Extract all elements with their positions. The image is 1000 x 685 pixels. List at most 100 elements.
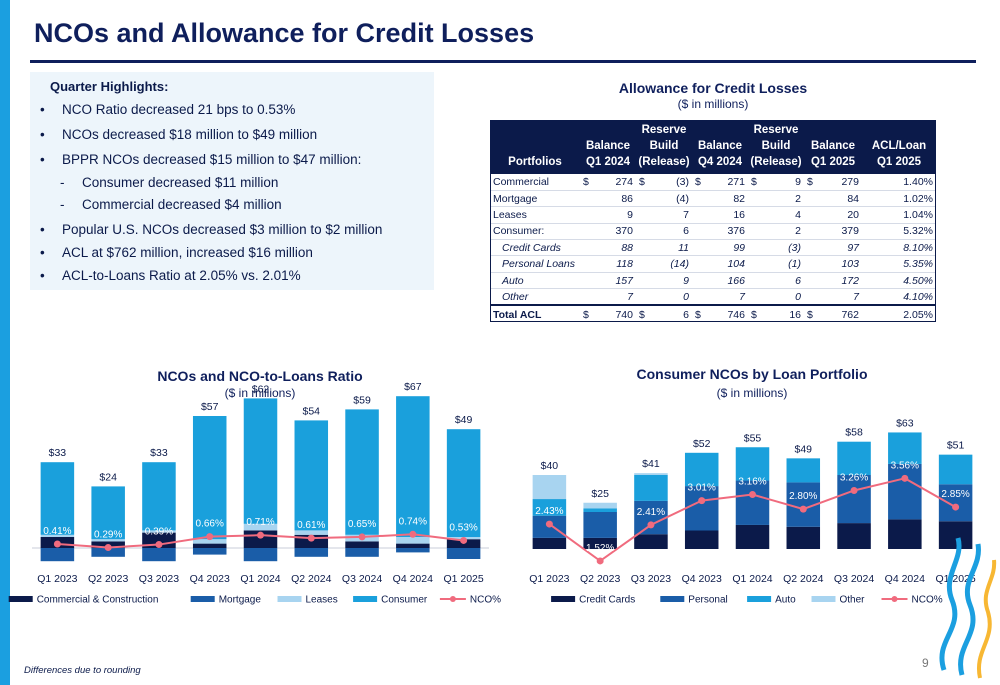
acl-table: Portfolios Balance Q1 2024 Reserve Build (Rel… bbox=[490, 120, 936, 324]
acl-column-header-line: Balance bbox=[585, 140, 631, 152]
acl-cell-value: 9 bbox=[683, 274, 689, 287]
bar-segment bbox=[142, 462, 176, 531]
legend-swatch bbox=[8, 596, 33, 602]
bullet-icon: • bbox=[40, 268, 45, 283]
bar-segment bbox=[684, 486, 719, 531]
quarter-highlights-panel: Quarter Highlights: • NCO Ratio decreased… bbox=[30, 72, 434, 290]
acl-cell: 97 bbox=[804, 239, 862, 257]
nco-ratio-label: 1.52% bbox=[586, 543, 614, 554]
bar-segment bbox=[142, 548, 176, 562]
dollar-sign: $ bbox=[583, 308, 589, 321]
page-number: 9 bbox=[922, 656, 929, 670]
acl-cell-value: 379 bbox=[841, 225, 859, 238]
bar-segment bbox=[634, 475, 668, 501]
acl-cell-value: 8.10% bbox=[903, 241, 933, 254]
bar-segment bbox=[396, 396, 430, 537]
acl-cell-value: 97 bbox=[847, 241, 859, 254]
nco-ratio-label: 0.61% bbox=[297, 520, 325, 531]
dollar-sign: $ bbox=[751, 175, 757, 188]
bar-segment bbox=[396, 548, 430, 553]
bar-total-label: $62 bbox=[252, 383, 270, 395]
bar-segment bbox=[837, 523, 871, 549]
acl-row-label: Personal Loans bbox=[490, 255, 580, 273]
acl-cell: 11 bbox=[636, 239, 692, 257]
nco-ratio-label: 3.26% bbox=[840, 472, 868, 483]
consumer-chart-subtitle: ($ in millions) bbox=[716, 386, 788, 400]
acl-cell-value: 274 bbox=[615, 175, 633, 188]
x-tick-label: Q2 2024 bbox=[291, 573, 331, 585]
bar-total-label: $51 bbox=[947, 440, 965, 452]
nco-ratio-point bbox=[749, 491, 756, 499]
bar-segment bbox=[192, 539, 227, 544]
acl-cell: 379 bbox=[804, 223, 862, 241]
acl-column-header: ACL/Loan Q1 2025 bbox=[862, 120, 936, 174]
acl-column-header-line: Q4 2024 bbox=[697, 156, 743, 168]
nco-ratio-point bbox=[596, 557, 604, 565]
nco-ratio-label: 0.53% bbox=[449, 522, 477, 533]
acl-cell-value: 104 bbox=[727, 258, 745, 271]
acl-column-header-line: (Release) bbox=[750, 156, 802, 168]
nco-ratio-point bbox=[358, 533, 366, 541]
bar-segment bbox=[837, 441, 871, 475]
acl-cell-value: 762 bbox=[841, 308, 859, 321]
bar-segment bbox=[532, 499, 567, 516]
acl-cell-value: 5.35% bbox=[903, 258, 933, 271]
nco-ratio-point bbox=[952, 503, 960, 511]
legend-swatch bbox=[277, 596, 302, 602]
acl-cell-value: 172 bbox=[841, 274, 859, 287]
bar-segment bbox=[735, 524, 770, 549]
acl-cell-value: 86 bbox=[621, 192, 633, 205]
highlight-text: Commercial decreased $4 million bbox=[82, 197, 282, 212]
acl-cell-value: (3) bbox=[788, 241, 801, 254]
acl-table-header: Portfolios Balance Q1 2024 Reserve Build (Rel… bbox=[490, 120, 936, 174]
bar-total-label: $49 bbox=[795, 443, 813, 455]
acl-cell-value: 118 bbox=[616, 258, 633, 271]
nco-ratio-label: 0.66% bbox=[196, 519, 224, 530]
acl-cell-value: (1) bbox=[788, 258, 801, 271]
bar-segment bbox=[837, 475, 871, 524]
nco-ratio-point bbox=[698, 497, 706, 505]
bar-segment bbox=[294, 420, 329, 531]
acl-cell: $274 bbox=[580, 174, 636, 191]
brand-logo-icon bbox=[939, 537, 997, 679]
nco-ratio-label: 2.43% bbox=[535, 506, 563, 517]
bullet-icon: • bbox=[40, 245, 45, 260]
acl-cell-value: 6 bbox=[683, 225, 689, 238]
nco-ratio-label: 0.71% bbox=[246, 517, 274, 528]
bar-total-label: $55 bbox=[744, 432, 762, 444]
acl-column-header-line: Q1 2025 bbox=[810, 156, 856, 168]
acl-cell: 9 bbox=[580, 206, 636, 224]
bar-segment bbox=[192, 416, 227, 540]
acl-cell-value: 740 bbox=[615, 308, 633, 321]
acl-cell-value: 2 bbox=[795, 192, 801, 205]
acl-cell: 88 bbox=[580, 239, 636, 257]
bar-total-label: $25 bbox=[591, 488, 609, 500]
nco-ratio-point bbox=[104, 543, 112, 551]
nco-ratio-label: 0.29% bbox=[94, 529, 122, 540]
acl-row-label: Mortgage bbox=[490, 190, 580, 208]
acl-cell: $16 bbox=[748, 304, 804, 324]
x-tick-label: Q1 2025 bbox=[443, 573, 483, 585]
acl-cell-value: 11 bbox=[678, 241, 689, 254]
bar-segment bbox=[243, 398, 278, 524]
highlight-item: • Popular U.S. NCOs decreased $3 million … bbox=[40, 222, 382, 237]
acl-cell: 6 bbox=[748, 272, 804, 290]
legend-swatch bbox=[551, 596, 576, 602]
table-row: Other 7 0 7 0 7 4.10% bbox=[490, 288, 936, 306]
highlight-text: NCO Ratio decreased 21 bps to 0.53% bbox=[62, 102, 296, 117]
dollar-sign: $ bbox=[807, 175, 813, 188]
nco-ratio-label: 3.16% bbox=[738, 477, 766, 488]
acl-cell: 103 bbox=[804, 255, 862, 273]
acl-cell-value: 20 bbox=[847, 208, 859, 221]
acl-cell: 82 bbox=[692, 190, 748, 208]
bar-segment bbox=[583, 537, 617, 549]
bar-segment bbox=[192, 548, 227, 555]
acl-column-header-line: Build bbox=[649, 140, 679, 152]
acl-cell: $271 bbox=[692, 174, 748, 191]
bar-total-label: $40 bbox=[541, 460, 559, 472]
acl-cell-value: 82 bbox=[733, 192, 745, 205]
table-row: Consumer: 370 6 376 2 379 5.32% bbox=[490, 223, 936, 241]
acl-cell: 7 bbox=[636, 206, 692, 224]
dollar-sign: $ bbox=[807, 308, 813, 321]
legend-swatch bbox=[747, 596, 772, 602]
